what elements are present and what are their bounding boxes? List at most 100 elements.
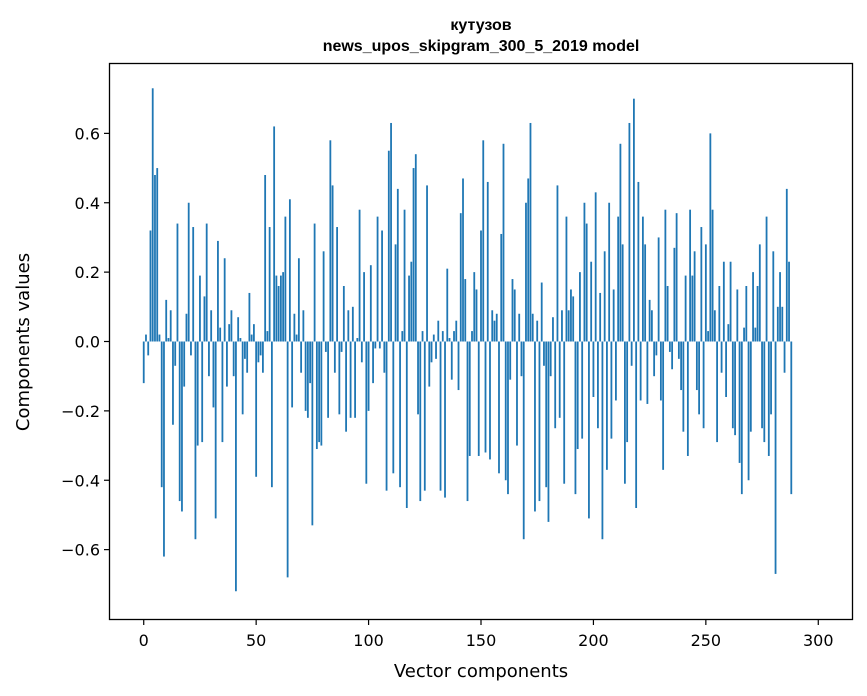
bar-component-58 — [273, 126, 276, 342]
bar-component-281 — [774, 341, 777, 574]
bar-component-46 — [246, 341, 249, 373]
bar-component-220 — [637, 181, 640, 342]
bar-component-92 — [349, 341, 352, 418]
bar-component-270 — [749, 341, 752, 432]
bar-component-172 — [529, 122, 532, 342]
bar-component-152 — [484, 341, 487, 453]
bar-component-82 — [327, 341, 329, 418]
bar-component-27 — [203, 296, 206, 342]
bar-component-59 — [275, 275, 278, 342]
bar-component-95 — [356, 338, 359, 342]
bar-component-146 — [471, 331, 473, 342]
bar-component-129 — [432, 334, 435, 342]
bar-component-252 — [709, 133, 712, 342]
bar-component-61 — [279, 275, 282, 342]
bar-component-109 — [387, 150, 390, 342]
bar-component-163 — [509, 341, 512, 380]
x-tick-label: 0 — [139, 631, 149, 650]
bar-component-167 — [518, 313, 521, 342]
bar-component-248 — [700, 227, 703, 342]
bar-component-184 — [556, 185, 559, 342]
bar-component-134 — [444, 341, 446, 498]
bar-component-94 — [354, 341, 356, 418]
bar-component-177 — [540, 282, 543, 342]
bar-component-250 — [704, 244, 707, 342]
chart-title: кутузов news_upos_skipgram_300_5_2019 mo… — [323, 17, 640, 55]
bar-component-238 — [677, 341, 680, 359]
bar-component-48 — [250, 334, 253, 342]
bar-component-137 — [450, 341, 453, 380]
bar-component-278 — [767, 341, 770, 456]
bar-component-45 — [244, 341, 246, 359]
bar-component-127 — [428, 341, 431, 387]
bar-component-272 — [754, 327, 757, 342]
bar-component-148 — [475, 289, 478, 342]
bar-component-26 — [201, 341, 204, 443]
bar-component-199 — [590, 261, 593, 342]
bar-component-41 — [235, 341, 237, 592]
bar-component-38 — [228, 324, 231, 342]
bar-component-72 — [304, 341, 307, 411]
bar-component-151 — [482, 140, 485, 342]
y-tick-label: 0.0 — [75, 333, 100, 352]
bar-component-39 — [230, 310, 233, 342]
bar-component-158 — [498, 341, 500, 474]
bar-component-159 — [500, 233, 503, 342]
bar-component-37 — [226, 341, 228, 387]
bar-component-183 — [554, 341, 557, 429]
bar-component-237 — [675, 213, 678, 342]
bar-component-165 — [513, 289, 516, 342]
bar-component-253 — [711, 209, 714, 342]
bar-component-133 — [441, 331, 444, 342]
bar-component-96 — [358, 209, 361, 342]
bar-component-105 — [378, 341, 381, 349]
bar-component-93 — [351, 306, 354, 342]
bar-component-76 — [313, 223, 316, 342]
bar-component-268 — [745, 286, 748, 342]
bar-component-249 — [702, 341, 705, 429]
bar-component-257 — [720, 341, 723, 373]
bar-component-80 — [322, 251, 325, 342]
bar-component-200 — [592, 341, 595, 397]
bar-component-263 — [734, 341, 736, 436]
bar-component-57 — [270, 341, 273, 488]
bar-component-101 — [369, 265, 372, 342]
bar-component-234 — [668, 341, 671, 352]
plot-frame — [108, 62, 854, 621]
bar-component-279 — [770, 341, 772, 415]
bar-component-205 — [603, 251, 606, 342]
bar-component-169 — [522, 341, 525, 540]
bar-component-258 — [722, 261, 725, 342]
bar-component-55 — [266, 331, 269, 342]
bar-component-178 — [543, 341, 545, 366]
bar-component-85 — [333, 341, 336, 373]
y-tick-label: 0.2 — [75, 263, 100, 282]
bar-component-214 — [624, 341, 626, 484]
bar-component-142 — [462, 178, 464, 342]
bar-component-288 — [790, 341, 793, 495]
bar-component-215 — [626, 341, 629, 443]
bar-component-280 — [772, 251, 775, 342]
bar-component-141 — [459, 213, 462, 342]
bar-component-273 — [756, 286, 759, 342]
bar-component-193 — [576, 341, 579, 450]
bar-component-162 — [507, 341, 509, 495]
bar-component-227 — [653, 341, 656, 377]
bar-component-283 — [779, 272, 781, 342]
bar-component-143 — [464, 279, 467, 342]
bar-component-3 — [149, 230, 152, 342]
bar-component-122 — [417, 341, 419, 415]
bar-component-112 — [394, 244, 397, 342]
bar-component-2 — [147, 341, 150, 356]
bar-component-198 — [588, 341, 590, 519]
x-tick-label: 150 — [466, 631, 497, 650]
bar-component-121 — [414, 154, 417, 342]
bar-component-28 — [205, 223, 208, 342]
bar-component-171 — [527, 178, 530, 342]
bar-component-56 — [268, 227, 271, 342]
bar-component-16 — [178, 341, 181, 502]
x-tick-label: 100 — [353, 631, 384, 650]
bar-component-170 — [525, 202, 527, 342]
bar-component-43 — [239, 338, 242, 342]
bar-component-32 — [214, 341, 217, 519]
